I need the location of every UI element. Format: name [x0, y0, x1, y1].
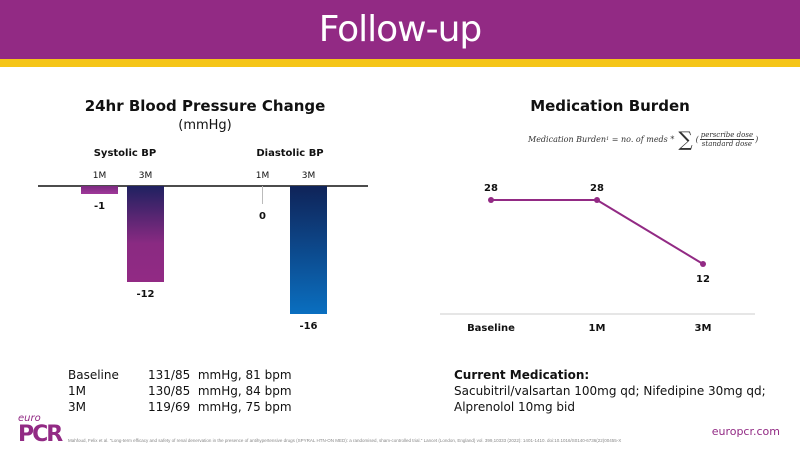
data-label: -1 — [94, 201, 105, 212]
row-time: 1M — [68, 384, 86, 398]
category-tick-label: 1M — [256, 171, 270, 181]
row-value: 131/85 mmHg, 81 bpm — [148, 368, 292, 382]
bar-systolic-bp-3M — [127, 186, 164, 282]
bar-systolic-bp-1M — [81, 186, 118, 194]
medication-line-chart: 28 Baseline 28 1M 12 3M — [440, 183, 755, 334]
medication-text: Sacubitril/valsartan 100mg qd; Nifedipin… — [454, 384, 766, 414]
medication-heading: Current Medication: — [454, 368, 590, 382]
row-time: Baseline — [68, 368, 119, 382]
data-label: 28 — [484, 183, 498, 194]
bp-chart-subtitle: (mmHg) — [178, 118, 232, 133]
site-link[interactable]: europcr.com — [711, 425, 780, 438]
category-tick-label: 3M — [139, 171, 153, 181]
row-time: 3M — [68, 400, 86, 414]
europcr-logo: euro PCR — [18, 413, 63, 447]
x-tick-label: 1M — [589, 323, 606, 334]
medication-burden-formula: Medication Burden 1 = no. of meds * ∑(per… — [528, 127, 759, 151]
reference-citation: Mahfoud, Felix et al. "Long-term efficac… — [68, 438, 622, 443]
group-label-diastolic: Diastolic BP — [256, 148, 324, 159]
x-tick-label: 3M — [695, 323, 712, 334]
sum-icon: ∑ — [678, 127, 693, 151]
gold-divider — [0, 59, 800, 67]
row-value: 130/85 mmHg, 84 bpm — [148, 384, 292, 398]
logo-euro: euro — [18, 413, 41, 424]
table-row: 1M 130/85 mmHg, 84 bpm — [68, 383, 292, 399]
data-label: 28 — [590, 183, 604, 194]
row-value: 119/69 mmHg, 75 bpm — [148, 400, 292, 414]
formula-mid: = no. of meds * — [611, 134, 675, 144]
header-bar: Follow-up — [0, 0, 800, 59]
group-label-systolic: Systolic BP — [93, 148, 157, 159]
table-row: 3M 119/69 mmHg, 75 bpm — [68, 399, 292, 415]
x-tick-label: Baseline — [467, 323, 515, 334]
bp-chart-title: 24hr Blood Pressure Change — [84, 97, 326, 115]
data-label: 12 — [696, 274, 710, 285]
formula-numerator: perscribe dose — [699, 130, 755, 140]
bp-summary-table: Baseline 131/85 mmHg, 81 bpm 1M 130/85 mmH… — [68, 367, 292, 415]
bar-diastolic-bp-3M — [290, 186, 327, 314]
data-label: -16 — [299, 321, 317, 332]
series-line — [491, 199, 704, 265]
slide-title: Follow-up — [318, 9, 483, 50]
category-tick-label: 3M — [302, 171, 316, 181]
formula-fraction: perscribe dose standard dose — [699, 130, 755, 148]
logo-pcr: PCR — [18, 422, 63, 447]
data-label: -12 — [136, 289, 154, 300]
med-chart-title: Medication Burden — [530, 97, 690, 115]
formula-lhs: Medication Burden — [528, 134, 607, 144]
category-tick-label: 1M — [93, 171, 107, 181]
data-point — [700, 261, 706, 267]
formula-denominator: standard dose — [701, 139, 753, 148]
formula-footnote: 1 — [606, 136, 610, 142]
data-point — [488, 197, 494, 203]
data-point — [594, 197, 600, 203]
table-row: Baseline 131/85 mmHg, 81 bpm — [68, 367, 292, 383]
data-label: 0 — [259, 211, 266, 222]
current-medication: Current Medication: Sacubitril/valsartan… — [454, 367, 774, 415]
bp-bar-chart: 1M -1 3M -12 1M 0 3M -16 — [38, 171, 368, 332]
